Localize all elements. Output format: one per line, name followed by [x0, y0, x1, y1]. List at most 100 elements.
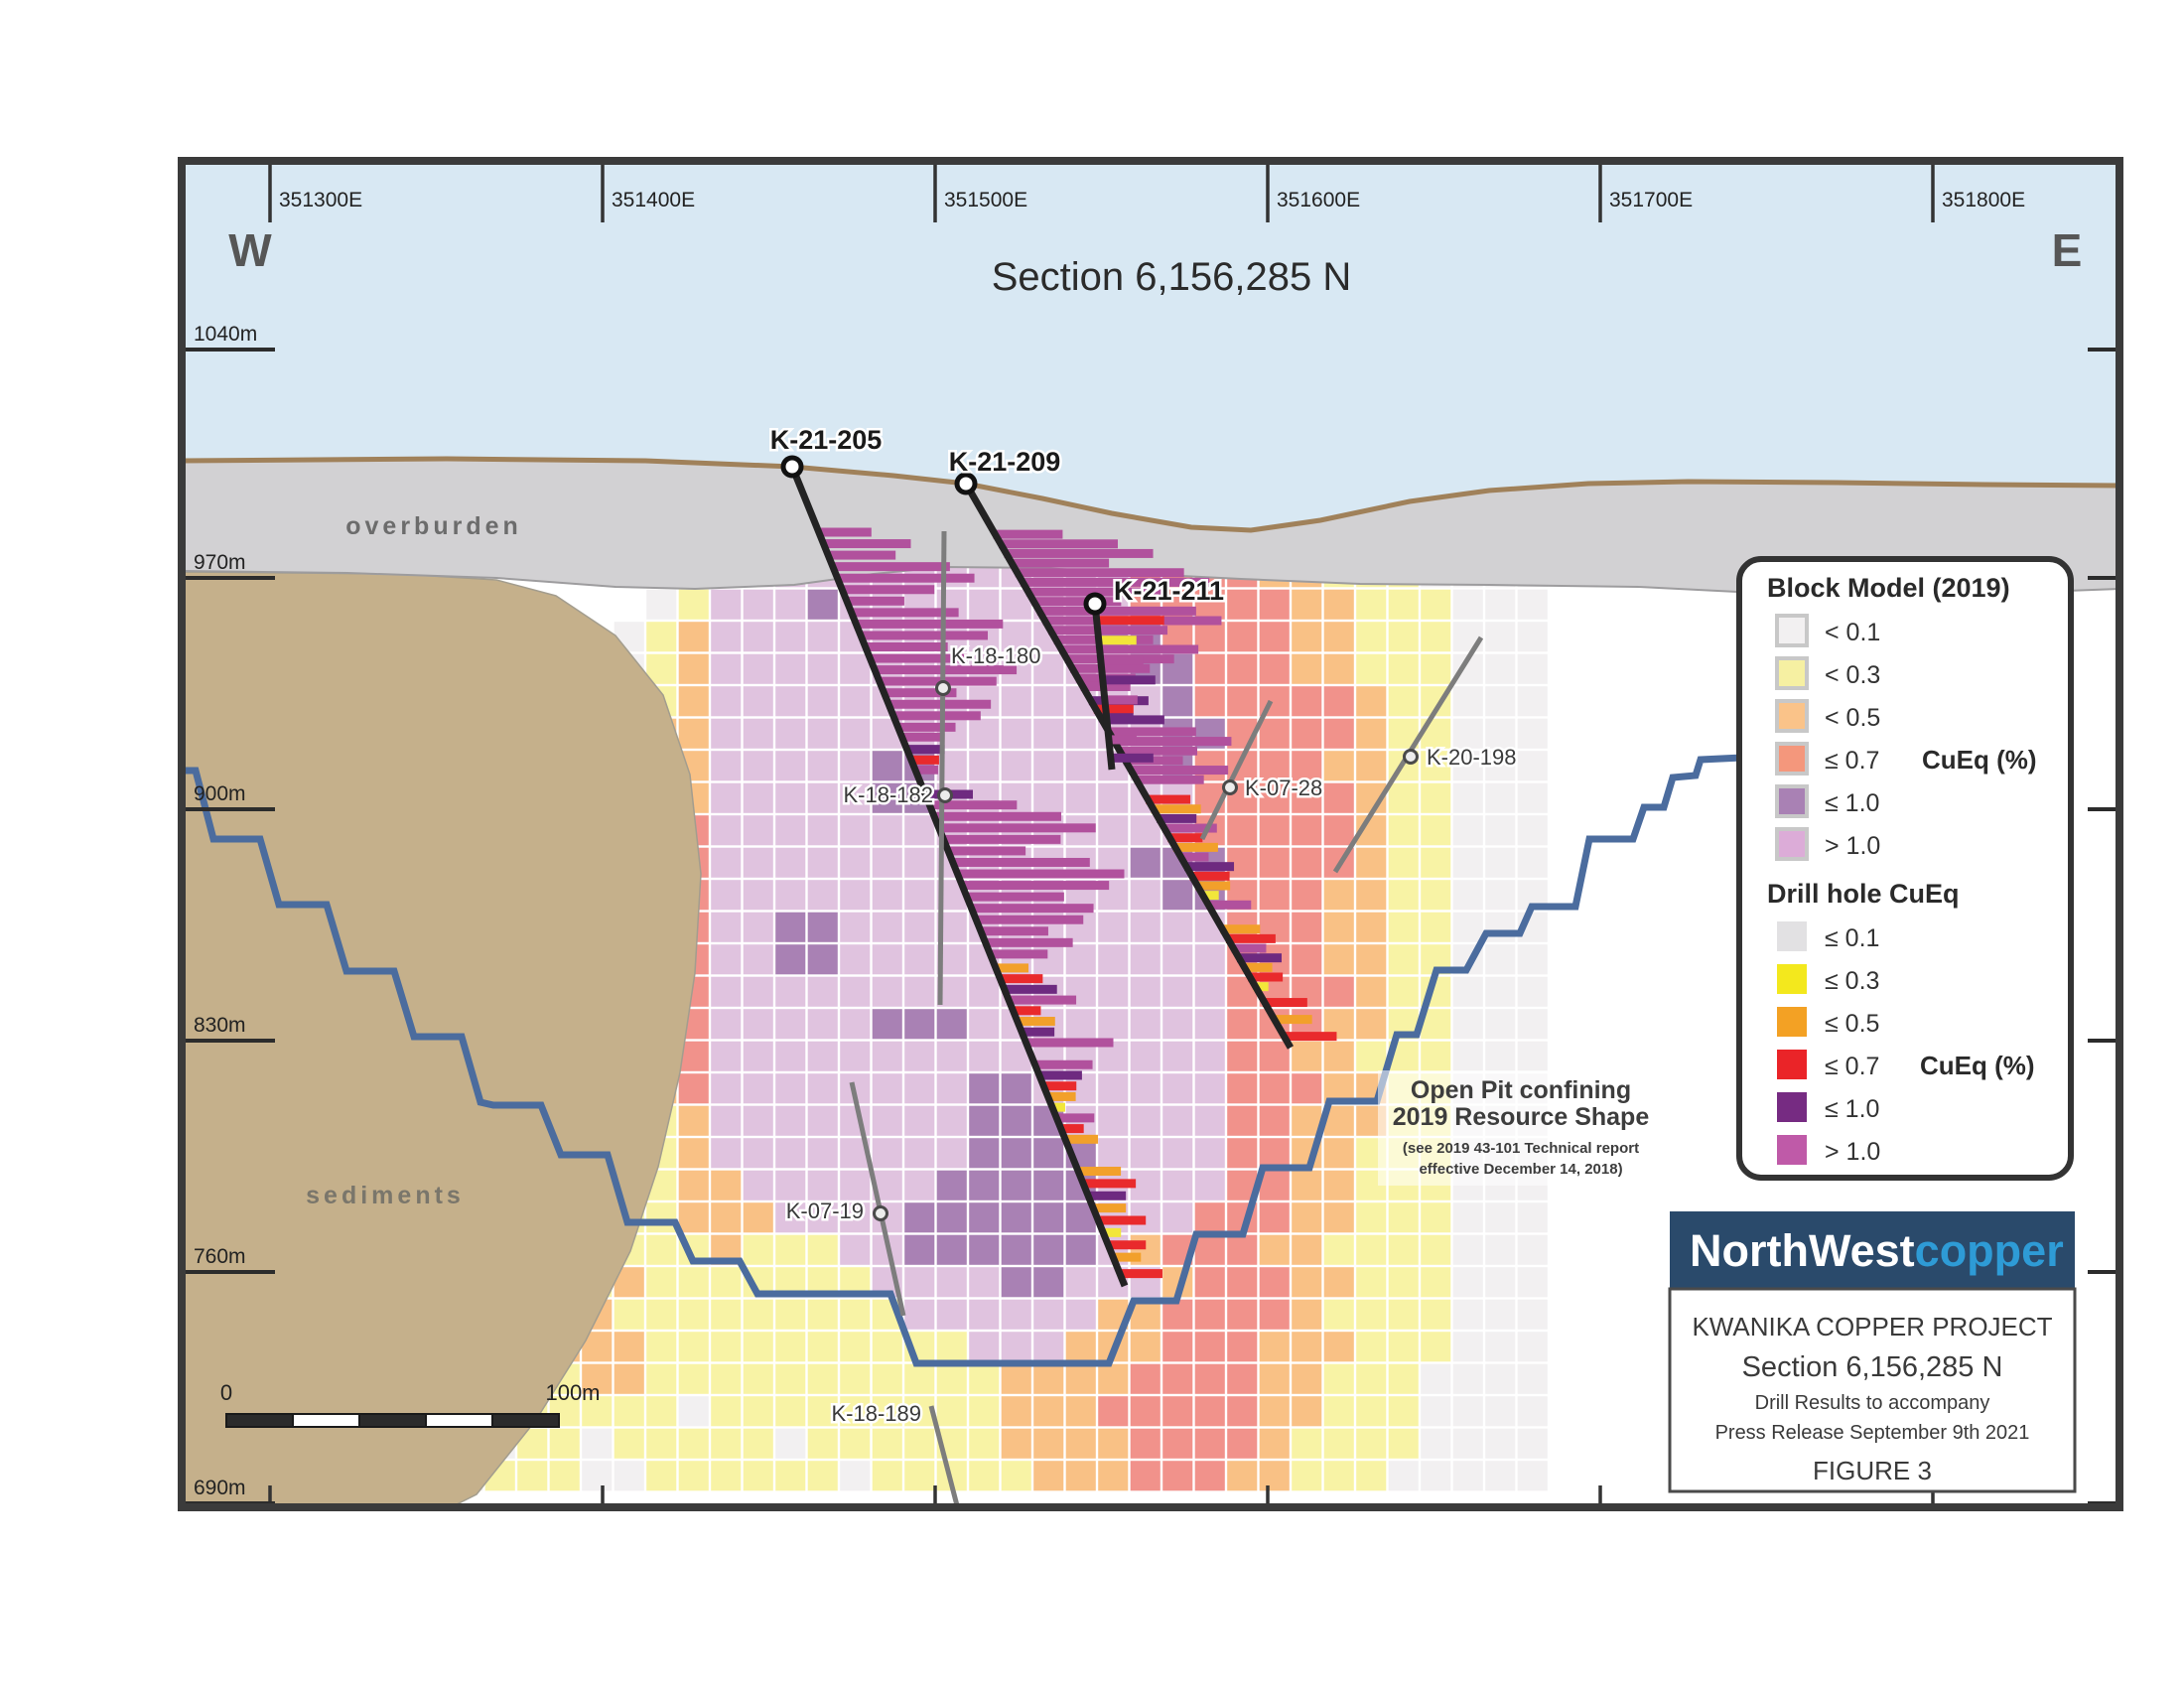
- block-cell: [969, 589, 1000, 620]
- block-cell: [1259, 589, 1290, 620]
- assay-bar: [1117, 746, 1197, 756]
- block-cell: [1194, 1105, 1225, 1136]
- drill-trace: [788, 465, 1129, 1288]
- block-cell: [1421, 912, 1451, 942]
- block-cell: [1001, 1234, 1031, 1265]
- assay-bar: [1086, 1191, 1127, 1200]
- block-cell: [807, 1299, 838, 1330]
- block-cell: [1065, 718, 1096, 749]
- drill-trace: [1091, 603, 1116, 771]
- assay-bar: [1049, 1102, 1065, 1112]
- block-cell: [1162, 1396, 1193, 1427]
- block-cell: [1227, 1041, 1258, 1071]
- block-cell: [1485, 589, 1516, 620]
- block-cell: [1517, 944, 1548, 975]
- block-cell: [1033, 1461, 1064, 1491]
- block-cell: [1130, 1428, 1160, 1459]
- block-cell: [1292, 718, 1322, 749]
- block-cell: [1227, 686, 1258, 717]
- block-cell: [775, 1041, 806, 1071]
- assay-bar: [932, 811, 1062, 821]
- block-cell: [711, 718, 742, 749]
- block-cell: [904, 815, 935, 846]
- block-cell: [1292, 1396, 1322, 1427]
- block-cell: [969, 751, 1000, 781]
- block-cell: [1388, 880, 1419, 911]
- block-cell: [1485, 944, 1516, 975]
- block-cell: [807, 1138, 838, 1169]
- block-cell: [1001, 1332, 1031, 1362]
- assay-bar: [1031, 597, 1122, 607]
- block-cell: [936, 1332, 967, 1362]
- block-cell: [1517, 976, 1548, 1007]
- legend-swatch: [1775, 656, 1809, 690]
- block-cell: [1421, 622, 1451, 652]
- block-cell: [1356, 1396, 1387, 1427]
- block-cell: [1388, 847, 1419, 878]
- assay-bar: [895, 722, 956, 732]
- block-cell: [1227, 815, 1258, 846]
- block-cell: [1452, 1267, 1483, 1298]
- block-cell: [743, 912, 773, 942]
- block-cell: [1292, 1299, 1322, 1330]
- block-cell: [743, 1299, 773, 1330]
- block-cell: [711, 944, 742, 975]
- block-cell: [1194, 1267, 1225, 1298]
- block-cell: [1033, 1170, 1064, 1200]
- block-cell: [1162, 1299, 1193, 1330]
- block-cell: [1292, 1170, 1322, 1200]
- block-cell: [872, 1073, 902, 1104]
- block-cell: [711, 1428, 742, 1459]
- block-cell: [904, 1170, 935, 1200]
- block-cell: [1485, 1332, 1516, 1362]
- block-cell: [1194, 1332, 1225, 1362]
- assay-bar: [863, 642, 948, 651]
- block-cell: [1033, 718, 1064, 749]
- block-cell: [1517, 751, 1548, 781]
- block-cell: [1356, 944, 1387, 975]
- legend-swatch: [1775, 784, 1809, 818]
- block-cell: [1421, 880, 1451, 911]
- assay-bar: [1015, 568, 1184, 578]
- block-cell: [1292, 1332, 1322, 1362]
- block-cell: [969, 1332, 1000, 1362]
- legend-item: > 1.0: [1775, 827, 1880, 861]
- block-cell: [1452, 1428, 1483, 1459]
- assay-bar: [1036, 606, 1196, 616]
- assay-bar: [826, 550, 896, 560]
- block-cell: [646, 1299, 677, 1330]
- block-cell: [1162, 1138, 1193, 1169]
- block-cell: [1452, 1234, 1483, 1265]
- block-cell: [1259, 880, 1290, 911]
- block-cell: [1065, 1332, 1096, 1362]
- drill-hole-label: K-21-211: [1114, 576, 1224, 606]
- block-cell: [1356, 751, 1387, 781]
- block-cell: [711, 1202, 742, 1233]
- block-cell: [646, 1461, 677, 1491]
- block-cell: [743, 686, 773, 717]
- info-project-name: KWANIKA COPPER PROJECT: [1692, 1312, 2052, 1341]
- assay-bar: [1048, 626, 1168, 635]
- drill-hole-k-21-211: K-21-211: [1083, 574, 1227, 771]
- logo-wordmark: NorthWestcopper: [1690, 1225, 2064, 1276]
- block-cell: [1452, 847, 1483, 878]
- compass-east-label: E: [2052, 224, 2083, 276]
- block-cell: [1194, 1363, 1225, 1394]
- assay-bar: [1272, 1015, 1312, 1025]
- block-cell: [1517, 1041, 1548, 1071]
- block-cell: [807, 751, 838, 781]
- assay-bar: [1106, 735, 1137, 745]
- block-cell: [1517, 589, 1548, 620]
- block-cell: [743, 880, 773, 911]
- block-cell: [1356, 976, 1387, 1007]
- block-cell: [743, 782, 773, 813]
- block-cell: [1452, 912, 1483, 942]
- block-cell: [936, 1299, 967, 1330]
- assay-bar: [1231, 943, 1267, 953]
- block-cell: [1227, 653, 1258, 684]
- block-cell: [872, 1396, 902, 1427]
- block-cell: [1065, 1009, 1096, 1040]
- assay-bar: [964, 892, 1064, 902]
- block-cell: [872, 1461, 902, 1491]
